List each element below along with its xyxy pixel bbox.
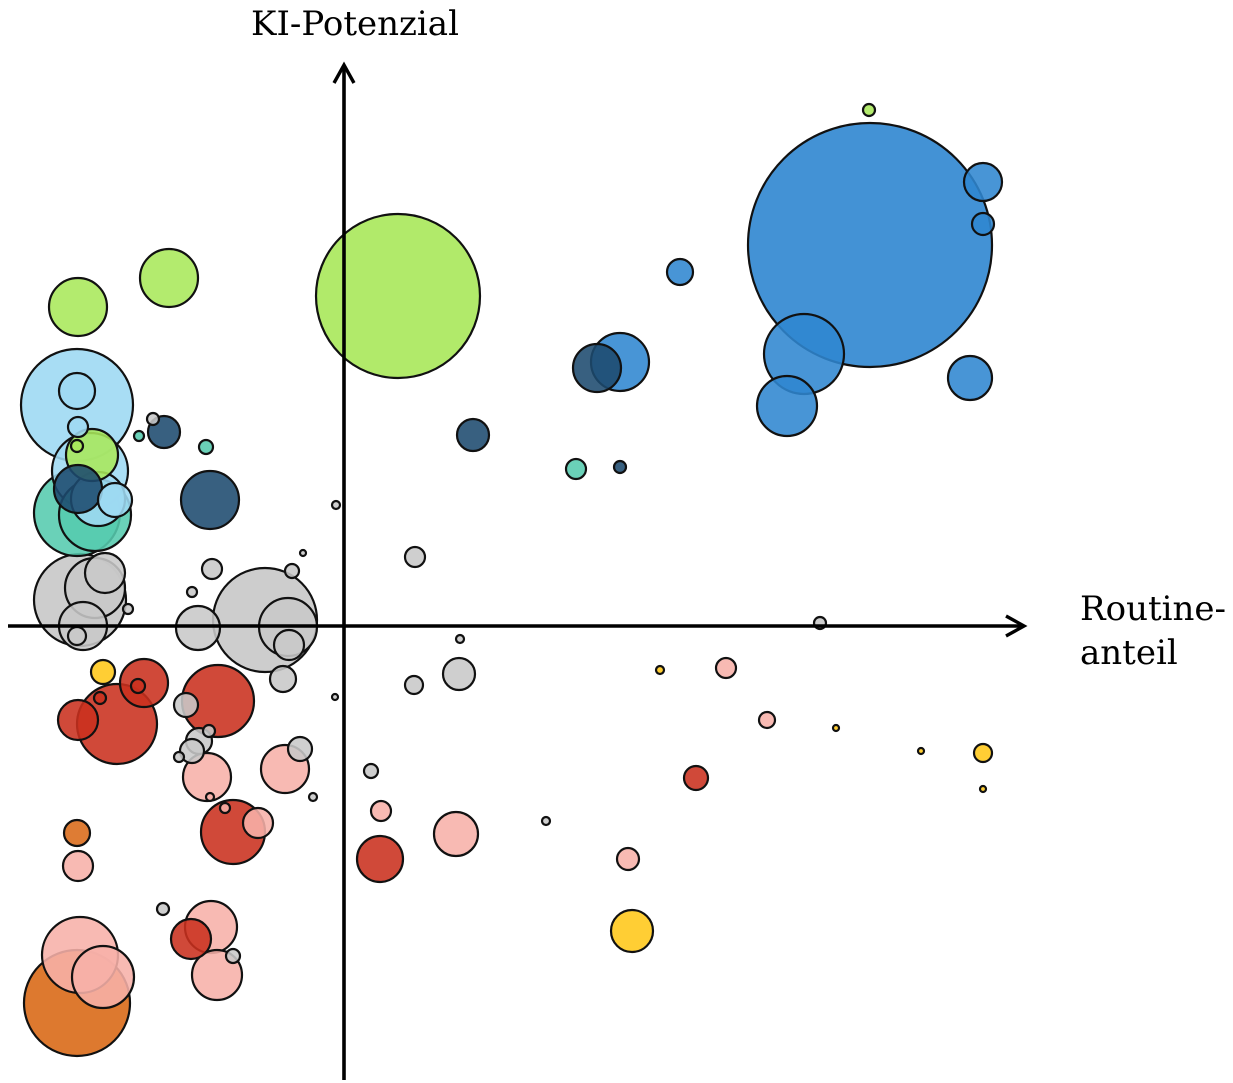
bubble-blue-1 xyxy=(962,161,1004,203)
bubble-gray-24 xyxy=(307,791,319,803)
bubble-gray-61 xyxy=(66,625,88,647)
bubble-red-32 xyxy=(682,764,710,792)
bubble-gray-58 xyxy=(83,551,127,595)
bubble-pink-88 xyxy=(218,801,232,815)
bubble-gray-67 xyxy=(272,628,306,662)
bubble-navy-12 xyxy=(612,459,628,475)
bubble-gray-14 xyxy=(330,499,342,511)
bubble-pink-87 xyxy=(241,806,275,840)
bubble-gray-91 xyxy=(155,901,171,917)
bubble-blue-7 xyxy=(946,354,994,402)
bubble-pink-98 xyxy=(70,944,136,1010)
bubble-gray-22 xyxy=(362,762,380,780)
bubble-gray-59 xyxy=(121,602,135,616)
bubble-teal-13 xyxy=(564,457,588,481)
bubble-gray-64 xyxy=(185,585,199,599)
bubble-yellow-37 xyxy=(609,908,655,954)
bubble-yellow-70 xyxy=(89,658,117,686)
bubble-red-75 xyxy=(92,690,108,706)
bubble-lime-9 xyxy=(314,212,482,380)
bubble-pink-36 xyxy=(615,846,641,872)
bubble-gray-69 xyxy=(268,664,298,694)
bubble-blue-3 xyxy=(665,257,695,287)
bubble-teal-46 xyxy=(197,438,215,456)
bubble-red-73 xyxy=(129,677,147,695)
bubble-gray-43 xyxy=(145,411,161,427)
bubble-yellow-31 xyxy=(978,784,988,794)
bubble-blue-6 xyxy=(755,374,819,438)
bubble-pink-26 xyxy=(714,656,738,680)
bubble-gray-20 xyxy=(403,674,425,696)
bubble-blue-2 xyxy=(970,211,996,237)
bubble-navy-54 xyxy=(52,463,104,515)
bubble-orange-89 xyxy=(62,818,92,848)
bubble-navy-10 xyxy=(571,342,623,394)
bubble-blue-0 xyxy=(746,121,994,369)
bubble-pink-85 xyxy=(204,791,216,803)
bubble-gray-21 xyxy=(330,692,340,702)
bubble-lime-49 xyxy=(69,438,85,454)
x-axis-label-line-2: anteil xyxy=(1080,633,1178,673)
bubble-layer xyxy=(19,102,1004,1058)
bubble-yellow-30 xyxy=(972,742,994,764)
bubble-yellow-28 xyxy=(831,723,841,733)
bubble-gray-62 xyxy=(200,557,224,581)
y-axis-label: KI-Potenzial xyxy=(251,4,459,44)
bubble-navy-55 xyxy=(179,469,241,531)
bubble-pink-90 xyxy=(61,849,95,883)
bubble-gray-82 xyxy=(286,735,314,763)
bubble-gray-81 xyxy=(201,723,217,739)
bubble-navy-11 xyxy=(455,417,491,453)
bubble-teal-44 xyxy=(132,429,146,443)
bubble-lime-42 xyxy=(138,247,200,309)
bubble-gray-18 xyxy=(454,633,466,645)
bubble-lime-8 xyxy=(861,102,877,118)
bubble-red-94 xyxy=(169,917,213,961)
bubble-gray-19 xyxy=(441,656,477,692)
bubble-gray-68 xyxy=(174,604,222,652)
bubble-gray-23 xyxy=(540,815,552,827)
bubble-yellow-29 xyxy=(916,746,926,756)
bubble-pink-27 xyxy=(757,710,777,730)
bubble-gray-63 xyxy=(283,562,301,580)
bubble-lightblue-51 xyxy=(96,481,134,519)
x-axis-label-line-1: Routine- xyxy=(1080,589,1226,629)
bubble-gray-93 xyxy=(224,947,242,965)
bubble-lime-41 xyxy=(47,276,109,338)
bubble-yellow-25 xyxy=(654,664,666,676)
bubble-gray-80 xyxy=(172,750,186,764)
bubble-lightblue-40 xyxy=(66,415,90,439)
bubble-lightblue-39 xyxy=(57,371,97,411)
bubble-red-74 xyxy=(56,698,100,742)
bubble-gray-16 xyxy=(298,548,308,558)
bubble-pink-33 xyxy=(369,799,393,823)
bubble-red-35 xyxy=(355,834,405,884)
bubble-gray-77 xyxy=(172,691,200,719)
bubble-gray-15 xyxy=(403,545,427,569)
bubble-pink-34 xyxy=(432,810,480,858)
